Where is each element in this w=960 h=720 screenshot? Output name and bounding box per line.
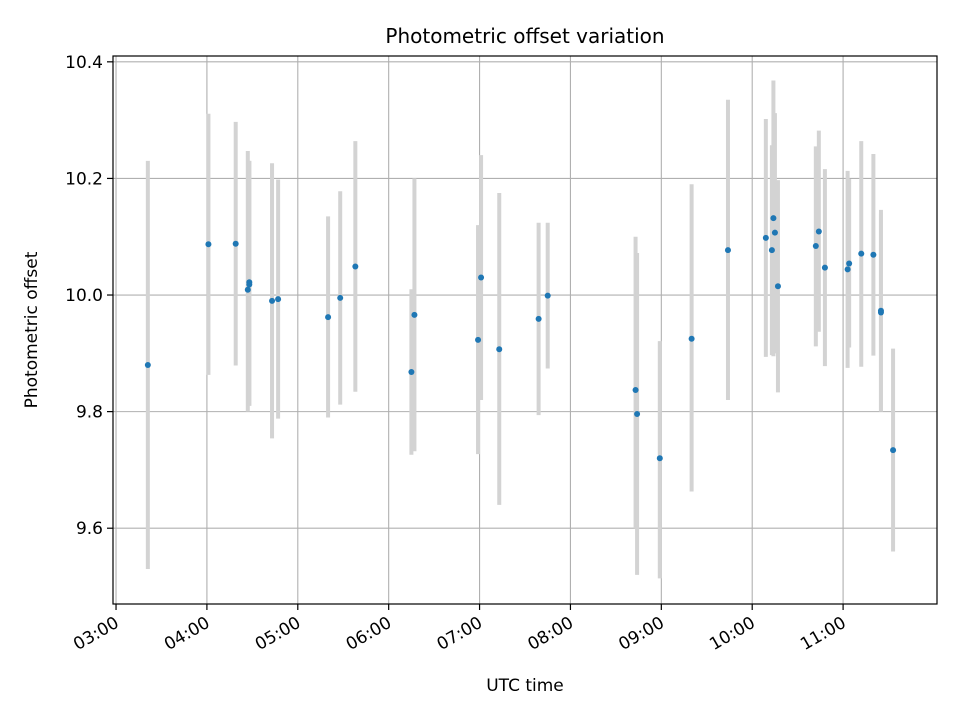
data-point [411, 311, 418, 318]
data-point [858, 250, 865, 257]
data-point [768, 247, 775, 254]
data-point [144, 361, 151, 368]
y-tick-label: 10.0 [65, 286, 103, 306]
data-point [478, 274, 485, 281]
chart-title: Photometric offset variation [385, 24, 664, 48]
data-point [246, 281, 253, 288]
data-point [771, 229, 778, 236]
y-tick-label: 9.8 [76, 403, 103, 423]
data-point [275, 296, 282, 303]
data-point [269, 297, 276, 304]
data-point [408, 368, 415, 375]
x-axis-label: UTC time [486, 676, 564, 696]
data-point [846, 260, 853, 267]
data-point [774, 283, 781, 290]
data-point [762, 234, 769, 241]
y-tick-label: 10.2 [65, 169, 103, 189]
data-point [688, 335, 695, 342]
data-point [870, 251, 877, 258]
data-point [844, 266, 851, 273]
data-point [475, 336, 482, 343]
plot-frame [112, 55, 938, 605]
data-point [632, 387, 639, 394]
data-point [890, 447, 897, 454]
data-point [325, 314, 332, 321]
data-point [535, 315, 542, 322]
data-point [232, 240, 239, 247]
y-axis-label: Photometric offset [22, 251, 42, 408]
data-point [352, 263, 359, 270]
data-point [815, 228, 822, 235]
data-point [496, 346, 503, 353]
data-point [337, 294, 344, 301]
data-point [770, 215, 777, 222]
data-point [244, 286, 251, 293]
data-point [205, 241, 212, 248]
data-point [656, 455, 663, 462]
y-tick-label: 10.4 [65, 53, 103, 73]
data-point [821, 264, 828, 271]
data-point [544, 292, 551, 299]
data-point [724, 247, 731, 254]
data-point [812, 243, 819, 250]
data-point [877, 309, 884, 316]
data-points [144, 215, 897, 462]
y-tick-label: 9.6 [76, 519, 103, 539]
data-point [634, 410, 641, 417]
